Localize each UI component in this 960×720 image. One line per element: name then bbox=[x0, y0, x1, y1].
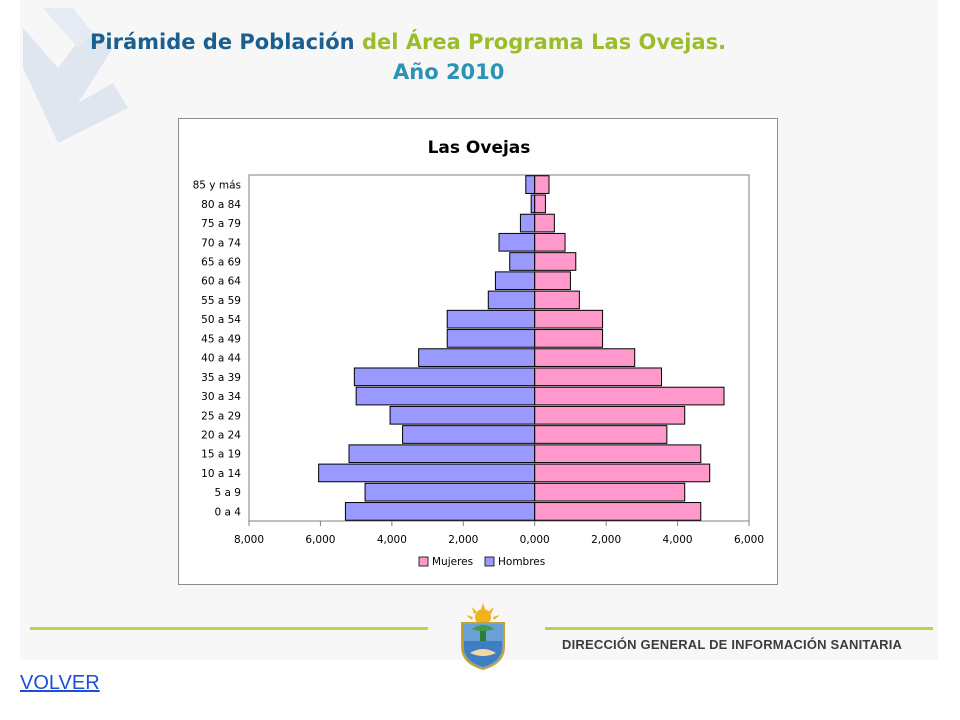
y-tick-label: 0 a 4 bbox=[215, 506, 242, 518]
bar-mujeres bbox=[534, 232, 566, 252]
bar-hombres bbox=[446, 309, 536, 329]
bar-hombres bbox=[364, 482, 536, 502]
bar-mujeres bbox=[534, 290, 580, 310]
plot-area bbox=[248, 174, 750, 522]
footer-divider-left bbox=[30, 627, 428, 630]
bar-mujeres bbox=[534, 425, 668, 444]
bar-mujeres bbox=[534, 463, 711, 483]
y-tick-label: 75 a 79 bbox=[201, 218, 241, 230]
page-title: Pirámide de Población del Área Programa … bbox=[90, 30, 960, 54]
bar-hombres bbox=[446, 329, 536, 348]
bar-hombres bbox=[355, 386, 536, 406]
bar-hombres bbox=[353, 367, 536, 387]
bar-mujeres bbox=[534, 386, 725, 406]
y-tick-label: 10 a 14 bbox=[201, 468, 241, 480]
x-tick-label: 0,000 bbox=[520, 534, 550, 546]
y-tick-label: 5 a 9 bbox=[215, 487, 241, 499]
x-tick-label: 2,000 bbox=[591, 534, 621, 546]
bar-mujeres bbox=[534, 348, 636, 367]
y-tick-label: 20 a 24 bbox=[201, 430, 241, 442]
x-tick-label: 2,000 bbox=[448, 534, 478, 546]
chart-title: Las Ovejas bbox=[428, 138, 531, 158]
bar-hombres bbox=[318, 463, 536, 483]
bar-mujeres bbox=[534, 367, 663, 387]
bar-hombres bbox=[498, 232, 536, 252]
y-tick-label: 30 a 34 bbox=[201, 391, 241, 403]
bar-mujeres bbox=[534, 405, 686, 425]
bar-hombres bbox=[494, 271, 536, 291]
y-tick-label: 85 y más bbox=[193, 180, 241, 192]
bar-hombres bbox=[530, 194, 536, 214]
bar-hombres bbox=[418, 348, 536, 367]
bar-mujeres bbox=[534, 309, 604, 329]
bar-mujeres bbox=[534, 271, 571, 291]
y-tick-label: 55 a 59 bbox=[201, 295, 241, 307]
bar-hombres bbox=[348, 444, 536, 464]
y-tick-label: 80 a 84 bbox=[201, 199, 241, 211]
bar-mujeres bbox=[534, 329, 604, 348]
y-tick-label: 65 a 69 bbox=[201, 257, 241, 269]
org-name: DIRECCIÓN GENERAL DE INFORMACIÓN SANITAR… bbox=[562, 637, 903, 652]
page-title-part2: del Área Programa Las Ovejas. bbox=[361, 30, 727, 54]
bar-hombres bbox=[509, 252, 536, 271]
legend-label-mujeres: Mujeres bbox=[432, 556, 473, 568]
bar-hombres bbox=[402, 425, 536, 444]
y-tick-label: 25 a 29 bbox=[201, 410, 241, 422]
bar-mujeres bbox=[534, 175, 550, 194]
y-tick-label: 40 a 44 bbox=[201, 353, 241, 365]
y-tick-label: 35 a 39 bbox=[201, 372, 241, 384]
x-tick-label: 6,000 bbox=[305, 534, 335, 546]
bar-hombres bbox=[519, 213, 536, 233]
bar-hombres bbox=[525, 175, 536, 194]
bar-mujeres bbox=[534, 502, 702, 521]
page-subtitle-year: Año 2010 bbox=[393, 60, 505, 84]
province-shield-logo-icon bbox=[461, 603, 505, 671]
chart-svg: Las Ovejas 85 y más 80 a 84 75 a 79 70 a 74 6… bbox=[193, 138, 764, 568]
bar-mujeres bbox=[534, 482, 686, 502]
x-tick-label: 6,000 bbox=[734, 534, 764, 546]
bar-hombres bbox=[389, 405, 536, 425]
x-tick-label: 4,000 bbox=[377, 534, 407, 546]
y-tick-label: 50 a 54 bbox=[201, 314, 241, 326]
arrow-watermark-icon bbox=[23, 8, 128, 143]
y-tick-label: 70 a 74 bbox=[201, 237, 241, 249]
y-tick-label: 60 a 64 bbox=[201, 276, 241, 288]
footer-divider-right bbox=[545, 627, 933, 630]
bar-mujeres bbox=[534, 252, 577, 271]
legend-swatch-hombres bbox=[484, 556, 495, 567]
bar-mujeres bbox=[534, 194, 546, 214]
legend-swatch-mujeres bbox=[418, 556, 429, 567]
legend-label-hombres: Hombres bbox=[498, 556, 545, 568]
bar-mujeres bbox=[534, 444, 702, 464]
x-tick-label: 4,000 bbox=[663, 534, 693, 546]
y-tick-label: 15 a 19 bbox=[201, 449, 241, 461]
page-title-part1: Pirámide de Población bbox=[90, 30, 355, 54]
population-pyramid-chart: Las Ovejas 85 y más 80 a 84 75 a 79 70 a 74 6… bbox=[178, 118, 778, 585]
x-tick-label: 8,000 bbox=[234, 534, 264, 546]
y-tick-label: 45 a 49 bbox=[201, 333, 241, 345]
bar-hombres bbox=[344, 502, 536, 521]
bar-hombres bbox=[487, 290, 536, 310]
bar-mujeres bbox=[534, 213, 555, 233]
volver-link[interactable]: VOLVER bbox=[20, 672, 100, 694]
